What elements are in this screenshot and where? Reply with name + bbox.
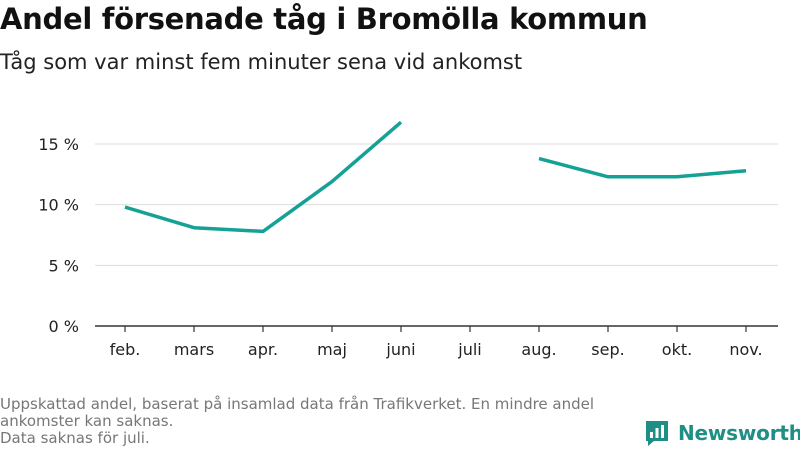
y-tick-label: 5 % — [49, 256, 79, 275]
chart-subtitle: Tåg som var minst fem minuter sena vid a… — [0, 50, 523, 74]
footnote-line: Uppskattad andel, baserat på insamlad da… — [0, 395, 595, 413]
x-tick-label: juni — [385, 340, 415, 359]
x-tick-label: juli — [457, 340, 481, 359]
chart-title: Andel försenade tåg i Bromölla kommun — [0, 2, 648, 36]
y-tick-label: 0 % — [49, 317, 79, 336]
x-tick-label: sep. — [591, 340, 624, 359]
newsworthy-logo-text: Newsworthy — [678, 421, 800, 445]
x-tick-label: feb. — [110, 340, 141, 359]
x-tick-label: mars — [174, 340, 214, 359]
series-line — [538, 156, 747, 179]
series-line — [124, 120, 403, 234]
x-tick-label: maj — [317, 340, 347, 359]
x-tick-label: aug. — [521, 340, 556, 359]
footnote-line: ankomster kan saknas. — [0, 412, 174, 430]
footnote: Uppskattad andel, baserat på insamlad da… — [0, 396, 640, 447]
line-chart: 0 % 5 % 10 % 15 % feb. mars apr. maj juni juli aug… — [38, 120, 778, 359]
x-tick-label: okt. — [662, 340, 692, 359]
x-tick-label: nov. — [729, 340, 762, 359]
y-tick-label: 15 % — [38, 135, 79, 154]
newsworthy-logo-icon — [646, 421, 668, 446]
newsworthy-logo: Newsworthy — [644, 419, 800, 447]
y-tick-label: 10 % — [38, 196, 79, 215]
footnote-line: Data saknas för juli. — [0, 429, 150, 447]
x-tick-label: apr. — [248, 340, 278, 359]
